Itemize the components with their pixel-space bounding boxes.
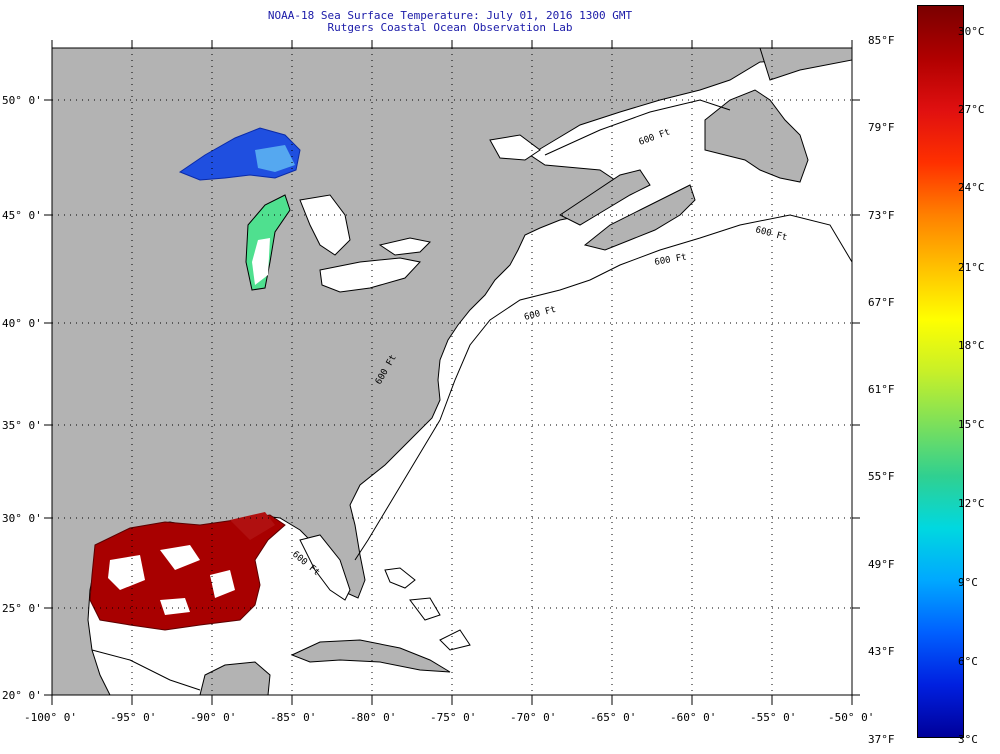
- land-nova-scotia: [583, 184, 696, 251]
- lon-label: -70° 0': [510, 711, 557, 724]
- gulf-sst-cloud-gaps: [108, 545, 235, 615]
- lat-label: 50° 0': [2, 94, 42, 107]
- fahrenheit-label: 85°F: [868, 34, 895, 47]
- fahrenheit-label: 37°F: [868, 733, 895, 746]
- fahrenheit-label: 73°F: [868, 209, 895, 222]
- celsius-label: 15°C: [958, 418, 985, 431]
- fahrenheit-label: 79°F: [868, 121, 895, 134]
- celsius-label: 27°C: [958, 103, 985, 116]
- lon-label: -95° 0': [110, 711, 157, 724]
- fahrenheit-label: 49°F: [868, 558, 895, 571]
- celsius-label: 9°C: [958, 576, 978, 589]
- fahrenheit-label: 55°F: [868, 470, 895, 483]
- great-lakes-nodata: [299, 134, 541, 293]
- celsius-label: 24°C: [958, 181, 985, 194]
- land-cuba: [290, 639, 451, 673]
- lon-label: -55° 0': [750, 711, 797, 724]
- color-scale-bar: [917, 5, 964, 738]
- map-title: NOAA-18 Sea Surface Temperature: July 01…: [267, 9, 633, 22]
- celsius-label: 18°C: [958, 339, 985, 352]
- lat-label: 40° 0': [2, 317, 42, 330]
- lon-label: -50° 0': [828, 711, 875, 724]
- lon-label: -65° 0': [590, 711, 637, 724]
- lon-label: -80° 0': [350, 711, 397, 724]
- fahrenheit-label: 67°F: [868, 296, 895, 309]
- lon-label: -60° 0': [670, 711, 717, 724]
- lake-superior-sst-light: [255, 145, 295, 172]
- depth-contours: [91, 99, 853, 691]
- fahrenheit-label: 43°F: [868, 645, 895, 658]
- lon-label: -85° 0': [270, 711, 317, 724]
- celsius-label: 3°C: [958, 733, 978, 746]
- celsius-label: 6°C: [958, 655, 978, 668]
- lake-michigan-white: [252, 238, 270, 285]
- lat-label: 25° 0': [2, 602, 42, 615]
- lat-label: 45° 0': [2, 209, 42, 222]
- graticule: [52, 48, 852, 695]
- gulf-sst-main: [89, 514, 286, 631]
- celsius-label: 21°C: [958, 261, 985, 274]
- bahamas-islands: [384, 567, 471, 651]
- fahrenheit-label: 61°F: [868, 383, 895, 396]
- celsius-label: 12°C: [958, 497, 985, 510]
- lat-label: 35° 0': [2, 419, 42, 432]
- celsius-label: 30°C: [958, 25, 985, 38]
- lon-label: -90° 0': [190, 711, 237, 724]
- tick-marks: [44, 40, 860, 705]
- florida-shelf: [299, 534, 351, 601]
- land-newfoundland: [704, 89, 809, 183]
- gulf-sst-east: [230, 512, 275, 540]
- map-subtitle: Rutgers Coastal Ocean Observation Lab: [327, 21, 573, 34]
- lat-label: 30° 0': [2, 512, 42, 525]
- lon-label: -75° 0': [430, 711, 477, 724]
- lat-label: 20° 0': [2, 689, 42, 702]
- lon-label: -100° 0': [24, 711, 77, 724]
- land-new-brunswick: [559, 169, 651, 226]
